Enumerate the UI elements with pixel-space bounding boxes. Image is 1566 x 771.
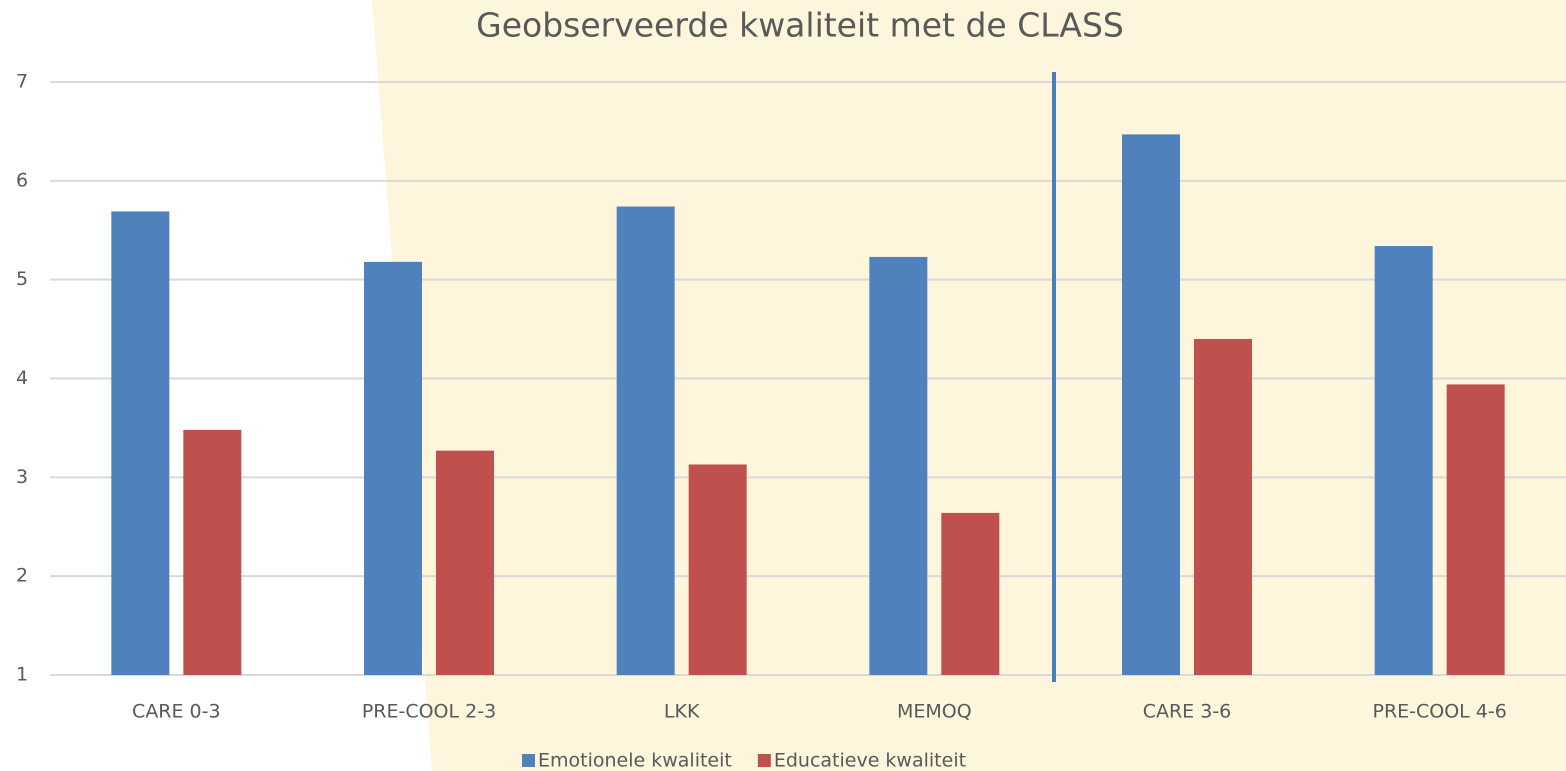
bar: [941, 512, 1000, 675]
bar: [1194, 338, 1252, 675]
x-tick-label: CARE 3-6: [1143, 701, 1232, 723]
x-tick-label: LKK: [664, 701, 700, 723]
x-tick-label: PRE-COOL 2-3: [362, 701, 496, 723]
bar: [1122, 134, 1180, 676]
legend-swatch: [757, 754, 771, 767]
bar: [1446, 384, 1505, 675]
legend: Emotionele kwaliteit Educatieve kwaliteit: [522, 750, 966, 771]
bar: [869, 256, 928, 675]
legend-label: Educatieve kwaliteit: [774, 750, 966, 771]
bar: [1374, 246, 1433, 675]
y-tick-label: 2: [16, 565, 28, 587]
bar: [364, 261, 422, 675]
y-tick-label: 5: [16, 268, 28, 290]
x-tick-label: PRE-COOL 4-6: [1372, 701, 1506, 723]
y-tick-label: 4: [16, 367, 28, 389]
bar: [111, 211, 170, 675]
y-tick-label: 7: [16, 71, 28, 93]
bar: [436, 450, 494, 675]
legend-swatch: [522, 754, 535, 767]
bar: [183, 429, 242, 675]
x-tick-label: MEMOQ: [897, 701, 972, 723]
x-tick-label: CARE 0-3: [132, 701, 221, 723]
bars: [111, 134, 1505, 676]
bar: [616, 206, 675, 675]
bar: [688, 464, 747, 675]
legend-label: Emotionele kwaliteit: [538, 750, 732, 771]
y-tick-label: 6: [16, 169, 28, 191]
grid: 1 2 3 4 5 6 7 CARE 0-3 PRE-COOL 2-3 LKK MEMOQ CARE …: [16, 71, 1566, 723]
chart-title: Geobserveerde kwaliteit met de CLASS: [476, 6, 1124, 45]
y-tick-label: 1: [16, 664, 28, 686]
y-tick-label: 3: [16, 466, 28, 488]
